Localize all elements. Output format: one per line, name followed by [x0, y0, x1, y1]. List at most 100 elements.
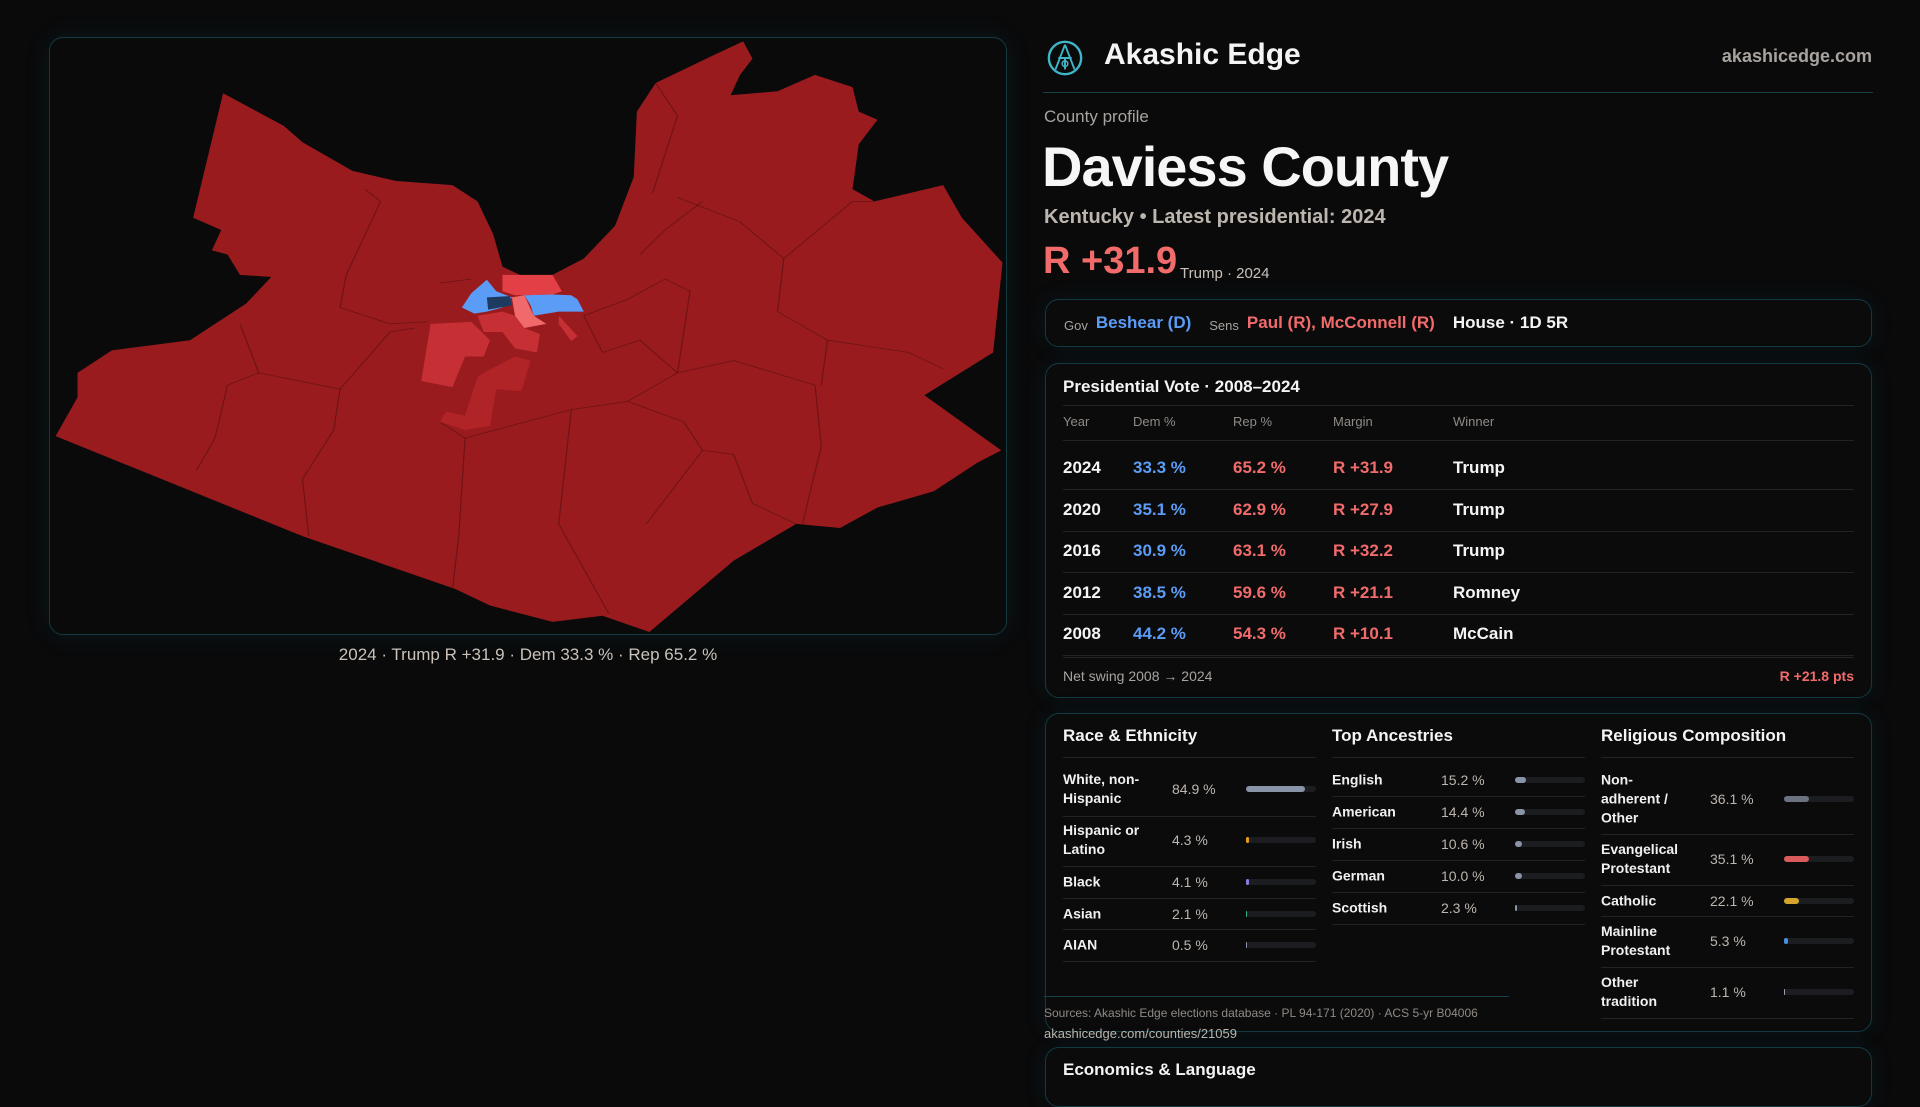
- bar-fill: [1784, 898, 1800, 904]
- cell-rep: 63.1 %: [1233, 541, 1286, 560]
- cell-winner: Romney: [1453, 582, 1521, 602]
- row-value: 2.1 %: [1172, 906, 1208, 922]
- cell-year: 2012: [1063, 582, 1101, 602]
- bar-track: [1515, 841, 1585, 847]
- row-value: 36.1 %: [1710, 791, 1754, 807]
- row-label: Mainline Protestant: [1601, 923, 1671, 958]
- bar-track: [1246, 837, 1316, 843]
- divider: [1063, 929, 1316, 930]
- precinct-red-center[interactable]: [477, 311, 541, 353]
- divider: [1063, 572, 1854, 573]
- cell-dem: 35.1 %: [1133, 499, 1186, 519]
- divider: [1332, 924, 1585, 925]
- cell-margin: R +10.1: [1333, 624, 1394, 643]
- cell-winner: Trump: [1453, 499, 1505, 519]
- religion-column: Religious Composition Non-adherent / Othe…: [1601, 714, 1854, 1019]
- bar-fill: [1784, 856, 1809, 862]
- bar-track: [1784, 989, 1854, 995]
- cell-winner: Trump: [1453, 458, 1505, 477]
- bar-fill: [1246, 786, 1306, 792]
- divider: [1332, 757, 1585, 758]
- row-label: Scottish: [1332, 899, 1388, 916]
- bar-track: [1784, 856, 1854, 862]
- bar-fill: [1515, 873, 1522, 879]
- row-value: 1.1 %: [1710, 984, 1746, 1000]
- row-label: Black: [1063, 873, 1101, 890]
- precinct-bright-red[interactable]: [502, 274, 562, 296]
- column-header: Dem %: [1133, 414, 1176, 429]
- net-swing-label: Net swing 2008 → 2024: [1063, 668, 1213, 684]
- precinct-map[interactable]: [40, 30, 1020, 670]
- row-label: Catholic: [1601, 892, 1657, 909]
- presidential-title: Presidential Vote · 2008–2024: [1063, 377, 1300, 396]
- divider: [1063, 530, 1854, 532]
- cell-margin: R +21.1: [1333, 582, 1394, 602]
- divider: [1063, 657, 1854, 658]
- column-header: Margin: [1333, 414, 1373, 429]
- row-value: 4.1 %: [1172, 874, 1208, 890]
- bar-track: [1515, 777, 1585, 783]
- bar-track: [1246, 786, 1316, 792]
- cell-rep: 59.6 %: [1233, 582, 1286, 602]
- divider: [1332, 860, 1585, 861]
- row-label: German: [1332, 867, 1385, 884]
- race-column: Race & Ethnicity White, non-Hispanic 84.9 …: [1063, 714, 1316, 1014]
- table-row: 2016 30.9 % 63.1 % R +32.2 Trump: [1046, 531, 1871, 573]
- gov-label: Gov: [1064, 317, 1088, 333]
- profile-subtitle: Kentucky • Latest presidential: 2024: [1044, 206, 1386, 228]
- headline-margin: R +31.9: [1043, 240, 1178, 282]
- column-header: Rep %: [1233, 414, 1273, 429]
- cell-year: 2024: [1063, 458, 1101, 477]
- divider: [1601, 967, 1854, 968]
- sources-divider: [1044, 996, 1509, 997]
- table-row: 2024 33.3 % 65.2 % R +31.9 Trump: [1046, 448, 1871, 490]
- cell-rep: 65.2 %: [1233, 458, 1286, 477]
- row-label: American: [1332, 803, 1396, 820]
- bar-track: [1515, 873, 1585, 879]
- headline-margin-note: Trump · 2024: [1180, 265, 1270, 282]
- bar-track: [1246, 879, 1316, 885]
- row-value: 84.9 %: [1172, 781, 1216, 797]
- bar-track: [1246, 942, 1316, 948]
- site-link[interactable]: akashicedge.com: [1721, 46, 1872, 66]
- row-value: 35.1 %: [1710, 851, 1754, 867]
- demographics-panel: Race & Ethnicity White, non-Hispanic 84.9 …: [1044, 713, 1872, 1032]
- map-frame: [49, 37, 1007, 635]
- precinct-red-small[interactable]: [558, 315, 578, 342]
- precinct-blue-right[interactable]: [524, 294, 584, 316]
- row-value: 0.5 %: [1172, 937, 1208, 953]
- table-row: 2012 38.5 % 59.6 % R +21.1 Romney: [1046, 573, 1871, 615]
- divider: [1063, 489, 1854, 490]
- row-value: 2.3 %: [1441, 900, 1477, 916]
- cell-dem: 44.2 %: [1133, 624, 1186, 643]
- row-value: 10.6 %: [1441, 836, 1485, 852]
- bar-track: [1246, 911, 1316, 917]
- page-title: Daviess County: [1042, 135, 1449, 198]
- sources-link[interactable]: akashicedge.com/counties/21059: [1044, 1026, 1237, 1041]
- precinct-navy[interactable]: [486, 296, 512, 310]
- precinct-pink[interactable]: [511, 295, 547, 328]
- divider: [1063, 961, 1316, 962]
- precinct-red-strip[interactable]: [440, 356, 531, 430]
- cell-year: 2008: [1063, 624, 1101, 643]
- bar-fill: [1246, 837, 1249, 843]
- row-label: Other tradition: [1601, 974, 1657, 1009]
- cell-rep: 62.9 %: [1233, 499, 1286, 519]
- row-value: 5.3 %: [1710, 933, 1746, 949]
- cell-margin: R +32.2: [1333, 541, 1394, 560]
- map-caption: 2024 · Trump R +31.9 · Dem 33.3 % · Rep …: [338, 645, 718, 664]
- cell-year: 2016: [1063, 541, 1101, 560]
- precinct-red-left[interactable]: [421, 321, 490, 388]
- sens-label: Sens: [1209, 317, 1239, 333]
- brand-name: Akashic Edge: [1104, 38, 1301, 71]
- divider: [1063, 655, 1854, 656]
- row-value: 15.2 %: [1441, 772, 1485, 788]
- cell-winner: McCain: [1453, 624, 1514, 643]
- row-label: Evangelical Protestant: [1601, 841, 1679, 876]
- akashic-edge-logo-icon: [1047, 40, 1083, 76]
- senators: Paul (R), McConnell (R): [1246, 313, 1435, 332]
- bar-track: [1515, 809, 1585, 815]
- bar-track: [1784, 796, 1854, 802]
- divider: [1063, 757, 1316, 758]
- profile-kicker: County profile: [1044, 107, 1149, 126]
